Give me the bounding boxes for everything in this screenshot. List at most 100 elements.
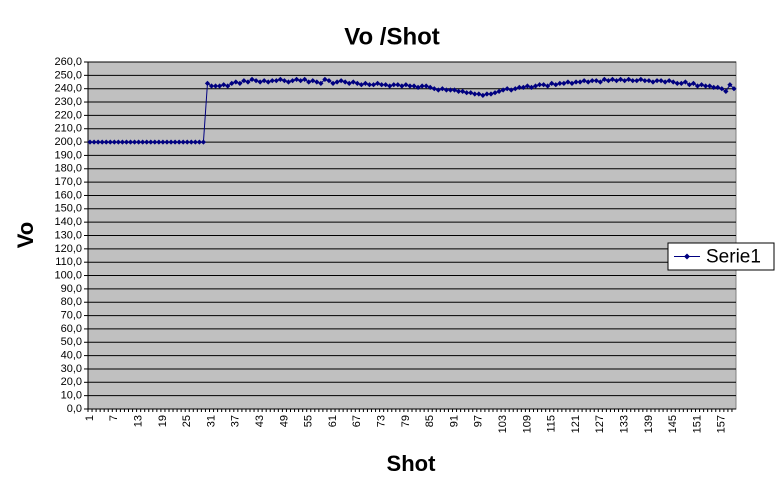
point-marker (528, 84, 535, 90)
point-marker (451, 87, 458, 93)
x-tick-label: 7 (108, 415, 120, 421)
point-marker (395, 82, 401, 88)
point-marker (131, 139, 138, 145)
y-tick-label: 110,0 (55, 256, 82, 268)
point-marker (707, 83, 713, 89)
y-tick-label: 100,0 (54, 269, 82, 281)
x-tick-label: 133 (619, 415, 631, 433)
point-marker (484, 91, 490, 97)
point-marker (366, 82, 373, 88)
point-marker (512, 86, 518, 92)
point-marker (176, 139, 182, 145)
y-tick-label: 0,0 (67, 403, 82, 415)
point-marker (439, 86, 445, 92)
y-tick-label: 150,0 (54, 203, 82, 215)
y-tick-label: 160,0 (54, 189, 82, 201)
point-marker (715, 84, 721, 90)
point-marker (318, 80, 324, 86)
point-marker (569, 80, 575, 86)
point-marker (184, 139, 190, 145)
point-marker (237, 80, 243, 86)
point-marker (391, 82, 397, 88)
point-marker (723, 88, 729, 94)
point-marker (670, 79, 676, 85)
point-marker (646, 78, 652, 84)
x-axis-title: Shot (387, 451, 437, 476)
chart-title: Vo /Shot (344, 23, 440, 50)
x-tick-label: 31 (205, 415, 217, 427)
point-marker (245, 79, 251, 85)
point-marker (403, 82, 409, 88)
point-marker (496, 88, 502, 94)
point-marker (225, 83, 231, 89)
point-marker (411, 83, 417, 89)
point-marker (253, 78, 259, 84)
point-marker (200, 139, 207, 145)
point-marker (472, 91, 478, 97)
point-marker (387, 83, 393, 89)
point-marker (455, 88, 462, 94)
point-marker (557, 80, 563, 86)
point-marker (164, 139, 170, 145)
point-marker (168, 139, 174, 145)
point-marker (281, 78, 288, 84)
legend-label: Serie1 (706, 247, 761, 268)
point-marker (508, 87, 514, 93)
point-marker (658, 78, 664, 84)
y-tick-label: 260,0 (54, 56, 82, 68)
point-marker (326, 78, 332, 84)
point-marker (233, 79, 239, 85)
point-marker (87, 139, 93, 145)
point-marker (541, 82, 547, 88)
point-marker (573, 79, 579, 85)
point-marker (241, 78, 247, 84)
point-marker (350, 79, 356, 85)
point-marker (565, 79, 571, 85)
point-marker (136, 139, 142, 145)
point-marker (419, 83, 425, 89)
point-marker (622, 78, 628, 84)
point-marker (694, 83, 701, 89)
point-marker (208, 83, 215, 89)
point-marker (415, 84, 421, 90)
point-marker (524, 83, 531, 89)
point-marker (160, 139, 166, 145)
y-tick-label: 200,0 (54, 136, 82, 148)
point-marker (609, 76, 616, 82)
point-marker (362, 80, 369, 86)
y-tick-label: 180,0 (54, 163, 82, 175)
point-marker (172, 139, 178, 145)
point-marker (686, 82, 693, 88)
point-marker (492, 90, 498, 96)
point-marker (370, 82, 377, 88)
point-marker (690, 80, 697, 86)
point-marker (577, 79, 583, 85)
point-marker (115, 139, 121, 145)
point-marker (338, 78, 344, 84)
y-tick-label: 10,0 (61, 390, 82, 402)
x-tick-label: 55 (303, 415, 315, 427)
point-marker (99, 139, 105, 145)
x-tick-label: 1 (84, 415, 96, 421)
x-tick-label: 67 (351, 415, 363, 427)
y-tick-label: 70,0 (61, 309, 82, 321)
point-marker (346, 80, 352, 86)
y-tick-label: 60,0 (61, 323, 82, 335)
point-marker (221, 82, 227, 88)
y-tick-label: 40,0 (61, 350, 82, 362)
x-tick-label: 103 (497, 415, 509, 433)
point-marker (148, 139, 154, 145)
point-marker (342, 79, 348, 85)
point-marker (500, 87, 506, 93)
point-marker (711, 84, 717, 90)
y-tick-label: 190,0 (54, 149, 82, 161)
x-tick-label: 37 (230, 415, 242, 427)
y-tick-label: 80,0 (61, 296, 82, 308)
y-tick-label: 240,0 (54, 83, 82, 95)
y-tick-label: 20,0 (61, 376, 82, 388)
x-tick-label: 49 (278, 415, 290, 427)
point-marker (95, 139, 101, 145)
y-tick-label: 90,0 (61, 283, 82, 295)
point-marker (192, 139, 198, 145)
